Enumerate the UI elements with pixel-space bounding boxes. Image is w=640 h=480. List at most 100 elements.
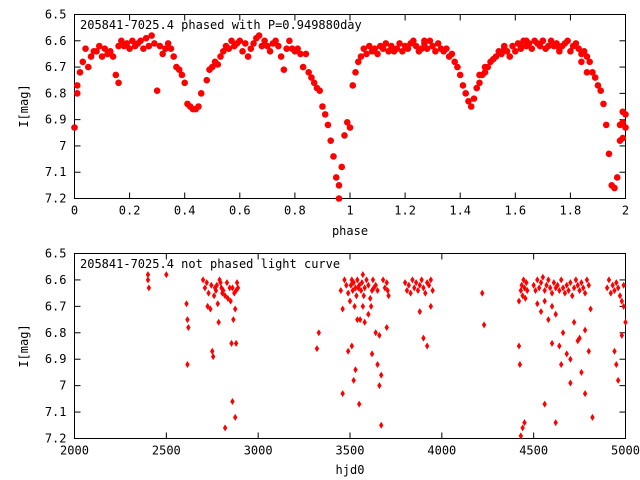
y-tick-label: 6.5 — [45, 247, 67, 261]
data-point — [379, 421, 384, 429]
data-point — [280, 66, 288, 73]
data-point — [73, 90, 81, 97]
data-point — [399, 48, 406, 55]
data-point — [341, 132, 348, 139]
data-point — [568, 279, 573, 287]
data-point — [580, 48, 588, 55]
data-point — [93, 48, 100, 55]
y-tick-label: 7.2 — [45, 192, 67, 206]
data-point — [361, 292, 366, 300]
data-point — [564, 37, 571, 45]
data-point — [410, 37, 417, 45]
y-tick-label: 6.9 — [45, 352, 67, 366]
data-point — [473, 84, 481, 92]
data-point — [385, 287, 390, 294]
data-point — [366, 281, 371, 289]
data-point — [379, 371, 384, 379]
y-tick-label: 7.1 — [45, 165, 67, 179]
data-point — [612, 287, 617, 294]
data-point — [575, 281, 580, 289]
data-point — [597, 87, 605, 95]
data-point — [360, 45, 368, 52]
data-point — [79, 58, 87, 66]
data-point — [369, 350, 375, 358]
data-point — [115, 42, 122, 50]
chart-title: 205841-7025.4 phased with P=0.949880day — [80, 18, 362, 32]
data-point — [506, 53, 514, 60]
data-point — [225, 45, 233, 52]
x-tick-label: 4500 — [519, 444, 548, 458]
data-point — [151, 40, 158, 47]
data-point — [571, 318, 577, 326]
data-point — [418, 45, 425, 52]
x-tick-label: 2500 — [152, 444, 181, 458]
data-point — [208, 305, 213, 313]
data-point — [219, 48, 227, 55]
data-point — [342, 276, 347, 284]
data-point — [354, 292, 359, 300]
data-point — [429, 42, 436, 50]
data-point — [126, 45, 133, 52]
data-point — [349, 82, 357, 89]
data-point — [319, 103, 326, 110]
data-point — [95, 42, 103, 50]
data-point — [509, 42, 516, 50]
data-point — [145, 271, 151, 279]
data-point — [582, 390, 588, 398]
data-point — [210, 353, 216, 361]
data-point — [181, 79, 188, 87]
data-point — [335, 195, 343, 202]
data-point — [73, 82, 81, 89]
y-axis-label: I[mag] — [17, 84, 31, 127]
data-point — [215, 300, 220, 308]
data-point — [557, 287, 562, 294]
data-point — [555, 281, 560, 289]
data-point — [321, 111, 329, 118]
data-point — [335, 182, 343, 189]
data-point — [266, 48, 274, 55]
data-point — [324, 121, 332, 129]
data-point — [218, 279, 223, 287]
data-point — [167, 45, 175, 52]
data-point — [230, 284, 235, 292]
data-point — [213, 287, 219, 294]
data-point — [302, 50, 310, 58]
data-point — [553, 40, 560, 47]
data-point — [217, 53, 224, 60]
data-point — [360, 302, 366, 310]
data-point — [553, 310, 558, 318]
data-point — [408, 289, 413, 297]
x-tick-label: 1.4 — [449, 204, 471, 218]
data-point — [264, 42, 271, 50]
data-point — [358, 287, 364, 294]
data-point — [540, 273, 546, 281]
data-point — [338, 287, 344, 294]
y-tick-label: 6.7 — [45, 60, 67, 74]
data-point — [353, 366, 358, 374]
data-point — [384, 324, 389, 331]
data-point — [448, 50, 456, 58]
data-point — [145, 42, 153, 50]
data-point — [338, 163, 346, 171]
data-point — [421, 37, 428, 45]
data-point — [539, 37, 547, 45]
phased-light-curve-panel: 0 0.2 0.4 0.6 0.8 1 1.2 1.4 1.6 1.8 2 6.5 6.6 6.7 6.8 6… — [17, 8, 629, 239]
data-point — [600, 100, 607, 108]
data-point — [536, 42, 544, 50]
data-point — [547, 284, 553, 292]
data-point — [546, 276, 551, 284]
data-point — [465, 97, 472, 105]
data-point — [566, 287, 571, 294]
data-point — [516, 342, 522, 350]
data-point — [349, 342, 355, 350]
data-point — [523, 294, 528, 302]
data-point — [250, 40, 257, 47]
data-point — [470, 95, 478, 102]
data-point — [373, 329, 378, 337]
data-point — [428, 276, 434, 284]
data-point — [518, 432, 524, 440]
data-point — [404, 45, 412, 52]
data-point — [577, 334, 582, 342]
data-point — [203, 76, 211, 84]
